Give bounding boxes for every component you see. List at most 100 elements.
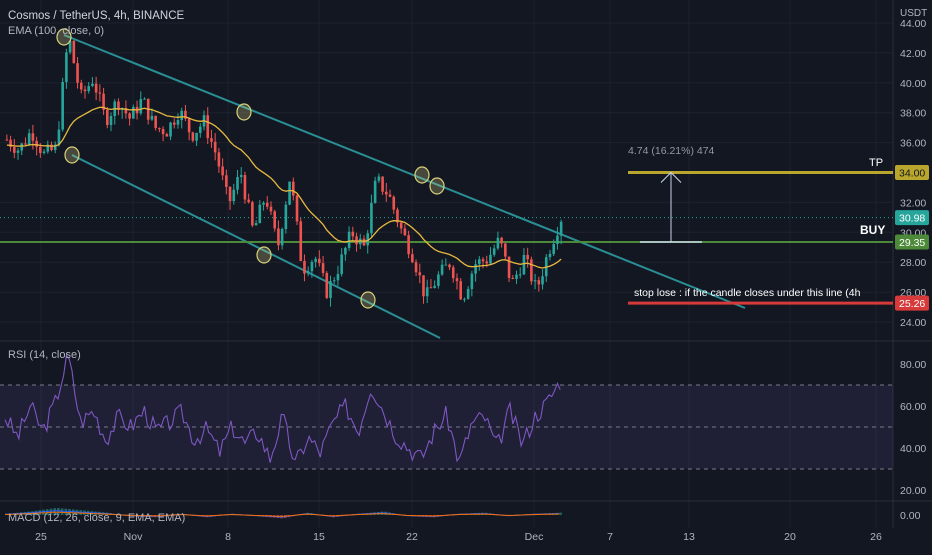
candle-body [139, 99, 143, 114]
candle-body [273, 211, 277, 229]
candle-body [496, 237, 500, 249]
candle-body [403, 228, 407, 236]
candle-body [559, 221, 563, 236]
candle-body [448, 264, 451, 268]
candle-body [433, 285, 436, 288]
candle-body [247, 199, 250, 203]
x-tick-label: 13 [683, 531, 695, 543]
candle-body [310, 261, 314, 272]
candle-body [83, 89, 87, 92]
price-tag-label: 25.26 [899, 298, 925, 310]
channel-upper-line [63, 34, 746, 309]
candle-body [381, 176, 384, 192]
candle-body [176, 120, 180, 125]
candle-body [198, 126, 202, 133]
candle-body [548, 253, 552, 258]
candle-body [425, 287, 429, 297]
candle-body [277, 228, 280, 246]
annotation-labels: 4.74 (16.21%) 474 TP BUY stop lose : if … [628, 8, 927, 299]
candle-body [117, 101, 120, 110]
candle-body [470, 273, 474, 289]
candle-body [314, 258, 317, 262]
candle-body [206, 115, 210, 139]
candle-body [418, 272, 422, 276]
candle-body [504, 243, 507, 257]
macd-signal-line [4, 511, 560, 517]
candle-body [68, 40, 72, 53]
candle-body [91, 83, 94, 87]
candle-body [463, 298, 466, 300]
touch-marker [429, 177, 445, 195]
tp-label: TP [869, 157, 883, 169]
ema-legend[interactable]: EMA (100, close, 0) [8, 25, 104, 37]
candle-body [329, 281, 332, 298]
x-tick-label: 7 [607, 531, 613, 543]
price-tag [895, 165, 929, 180]
y-tick-label: 38.00 [900, 108, 926, 120]
candle-body [12, 146, 16, 153]
candle-body [243, 175, 247, 200]
candle-body [265, 202, 269, 207]
candle-body [150, 115, 154, 120]
candlestick-series [5, 39, 563, 307]
candle-body [20, 143, 24, 151]
candle-body [355, 236, 358, 245]
channel-lower-line [71, 154, 441, 339]
candle-body [210, 138, 213, 142]
candle-body [511, 277, 515, 279]
price-tag-label: 34.00 [899, 168, 925, 180]
candle-body [318, 258, 321, 264]
candle-body [35, 140, 38, 147]
price-tag [895, 210, 929, 226]
candle-body [262, 202, 265, 205]
macd-bar [559, 512, 562, 515]
candle-body [239, 175, 243, 178]
ema-line [6, 106, 562, 269]
candle-body [165, 134, 169, 137]
candle-body [251, 202, 254, 226]
axes: 44.0042.0040.0038.0036.0032.0030.0028.00… [35, 18, 929, 543]
candle-body [429, 287, 433, 289]
candle-body [98, 92, 102, 94]
candle-body [269, 206, 273, 212]
candle-body [172, 122, 176, 125]
candle-body [485, 261, 489, 264]
measure-tool[interactable] [640, 171, 702, 243]
candle-body [351, 231, 355, 237]
candle-body [225, 175, 228, 187]
candle-body [477, 259, 481, 265]
rsi-tick-label: 80.00 [900, 359, 926, 371]
price-levels[interactable] [0, 171, 893, 305]
y-tick-label: 42.00 [900, 48, 926, 60]
candle-body [384, 191, 388, 195]
touch-marker [414, 166, 430, 184]
candle-body [280, 229, 284, 246]
candle-body [377, 176, 381, 181]
candle-body [87, 86, 91, 92]
candle-body [284, 204, 288, 230]
descending-channel[interactable] [63, 34, 746, 339]
candle-body [437, 274, 440, 286]
candle-body [422, 275, 425, 297]
price-tag-label: 30.98 [899, 213, 925, 225]
candle-body [530, 259, 533, 282]
y-tick-label: 36.00 [900, 138, 926, 150]
candle-body [169, 122, 172, 137]
candle-body [184, 110, 187, 119]
y-tick-label: 44.00 [900, 18, 926, 30]
candle-body [414, 262, 418, 273]
candle-body [232, 189, 236, 202]
candle-body [39, 146, 42, 153]
stop-loss-label: stop lose : if the candle closes under t… [634, 287, 861, 299]
candle-body [537, 280, 541, 285]
candle-body [187, 118, 191, 133]
macd-legend[interactable]: MACD (12, 26, close, 9, EMA, EMA) [8, 512, 186, 524]
candle-body [161, 128, 165, 135]
symbol-legend[interactable]: Cosmos / TetherUS, 4h, BINANCE [8, 10, 185, 22]
rsi-legend[interactable]: RSI (14, close) [8, 349, 81, 361]
x-tick-label: Nov [124, 531, 143, 543]
touch-markers[interactable] [56, 28, 445, 309]
candle-body [399, 222, 403, 229]
macd-bar [45, 509, 49, 515]
